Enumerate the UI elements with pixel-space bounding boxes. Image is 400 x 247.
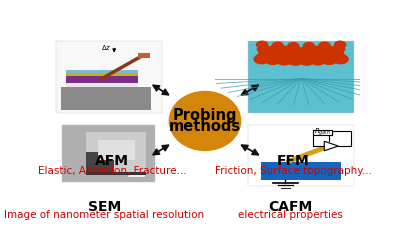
Text: FFM: FFM	[277, 154, 310, 168]
Circle shape	[311, 46, 323, 54]
Text: Friction, Surface topography...: Friction, Surface topography...	[215, 166, 372, 176]
Circle shape	[268, 46, 280, 54]
FancyBboxPatch shape	[56, 41, 162, 113]
Circle shape	[333, 55, 348, 64]
FancyBboxPatch shape	[86, 171, 146, 175]
Ellipse shape	[169, 91, 241, 150]
Circle shape	[277, 56, 292, 65]
Circle shape	[272, 42, 283, 49]
Circle shape	[266, 55, 280, 64]
FancyBboxPatch shape	[86, 152, 114, 173]
Circle shape	[258, 50, 272, 58]
Text: CAFM: CAFM	[268, 200, 312, 214]
Circle shape	[319, 42, 330, 49]
Text: AFM: AFM	[95, 154, 129, 168]
Polygon shape	[324, 141, 338, 151]
Circle shape	[332, 45, 345, 53]
FancyBboxPatch shape	[62, 87, 151, 110]
FancyBboxPatch shape	[66, 83, 138, 87]
Circle shape	[254, 55, 269, 64]
Circle shape	[290, 47, 302, 54]
Circle shape	[322, 46, 334, 54]
FancyBboxPatch shape	[66, 73, 138, 76]
Circle shape	[322, 55, 337, 64]
Circle shape	[288, 43, 299, 49]
Circle shape	[258, 45, 270, 53]
Circle shape	[279, 46, 291, 54]
FancyBboxPatch shape	[138, 53, 150, 58]
FancyBboxPatch shape	[98, 140, 135, 160]
Text: $\Delta z$: $\Delta z$	[102, 43, 112, 52]
FancyBboxPatch shape	[248, 41, 354, 113]
Text: methods: methods	[169, 119, 241, 134]
Circle shape	[310, 56, 326, 65]
Circle shape	[268, 50, 281, 59]
FancyBboxPatch shape	[248, 125, 354, 185]
Circle shape	[285, 51, 299, 60]
Text: Elastic, Adhesion, Fracture...: Elastic, Adhesion, Fracture...	[38, 166, 186, 176]
FancyBboxPatch shape	[261, 163, 341, 180]
FancyBboxPatch shape	[66, 70, 138, 73]
Circle shape	[312, 51, 326, 59]
Circle shape	[288, 56, 303, 65]
Text: electrical properties: electrical properties	[238, 210, 343, 220]
Text: Probing: Probing	[173, 108, 237, 123]
FancyBboxPatch shape	[62, 125, 155, 182]
Circle shape	[321, 50, 335, 59]
Text: $R_{gain}$: $R_{gain}$	[314, 127, 331, 138]
Circle shape	[256, 41, 268, 48]
FancyBboxPatch shape	[86, 132, 146, 173]
Circle shape	[294, 51, 308, 60]
Circle shape	[299, 56, 314, 65]
Text: Image of nanometer spatial resolution: Image of nanometer spatial resolution	[4, 210, 204, 220]
Circle shape	[334, 41, 346, 48]
Circle shape	[303, 43, 314, 49]
FancyBboxPatch shape	[66, 76, 138, 83]
FancyBboxPatch shape	[314, 130, 332, 135]
Circle shape	[300, 47, 313, 54]
Text: SEM: SEM	[88, 200, 121, 214]
Circle shape	[276, 51, 290, 59]
Circle shape	[330, 50, 344, 58]
Circle shape	[303, 51, 317, 60]
